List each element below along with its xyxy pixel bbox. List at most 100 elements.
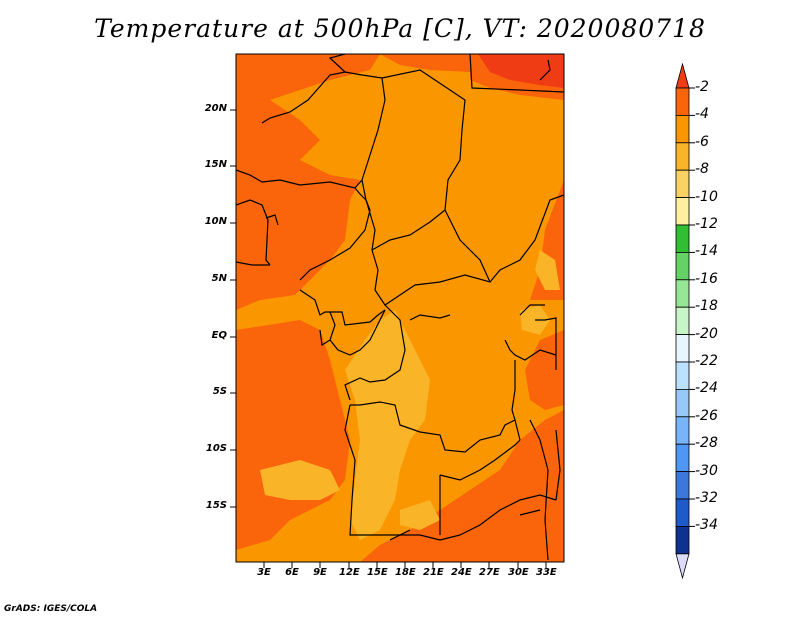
border-line [519, 509, 541, 516]
country-borders [236, 54, 564, 561]
border-line [409, 314, 451, 321]
colorbar-label: -28 [695, 435, 718, 452]
border-line [344, 404, 461, 541]
border-line [389, 529, 411, 541]
colorbar-label: -8 [695, 161, 709, 178]
border-line [299, 199, 371, 281]
hot-spot-northeast [478, 54, 564, 88]
colorbar-label: -22 [695, 353, 718, 369]
colorbar-swatch [675, 416, 690, 445]
lat-label: 15N [204, 159, 227, 170]
colorbar-swatch [675, 306, 690, 336]
lon-label: 27E [479, 567, 500, 578]
colorbar-swatch [675, 169, 690, 198]
border-line [344, 304, 406, 401]
lon-label: 15E [367, 567, 388, 578]
colorbar-swatch [675, 388, 690, 418]
colorbar-label: -4 [695, 106, 709, 123]
lon-label: 33E [536, 567, 557, 578]
border-line [519, 304, 545, 316]
border-line [236, 261, 270, 266]
colorbar-label: -10 [695, 188, 718, 205]
border-line [555, 429, 561, 501]
map-title: Temperature at 500hPa [C], VT: 202008071… [94, 14, 706, 43]
colorbar-swatch [675, 526, 690, 555]
lat-label: 20N [204, 103, 227, 114]
colorbar-label: -26 [695, 407, 718, 424]
border-line [444, 209, 491, 283]
border-line [236, 169, 363, 189]
lon-label: 30E [508, 567, 529, 578]
map-frame [235, 53, 565, 563]
temperature-field [236, 54, 564, 562]
colorbar-swatch [675, 224, 690, 253]
border-line [261, 71, 386, 201]
colorbar-label: -16 [695, 270, 718, 287]
colorbar-swatch [675, 197, 690, 226]
lon-label: 21E [423, 567, 444, 578]
border-line [529, 419, 549, 561]
colorbar-swatch [675, 87, 690, 116]
colorbar-swatch [675, 361, 690, 390]
border-line [539, 59, 551, 81]
colorbar [675, 62, 695, 580]
colorbar-swatch [675, 553, 690, 580]
colorbar-label: -24 [695, 380, 718, 397]
lat-label: EQ [211, 330, 227, 341]
colorbar-swatch [675, 471, 690, 500]
colorbar-swatch [675, 334, 690, 363]
border-line [459, 494, 557, 536]
border-line [319, 329, 331, 347]
colorbar-swatch [675, 279, 690, 308]
lon-label: 6E [285, 567, 299, 578]
warm-region-southeast [360, 410, 564, 562]
lon-label: 24E [451, 567, 472, 578]
colorbar-label: -6 [695, 133, 709, 150]
border-line [511, 360, 516, 421]
lat-label: 15S [205, 500, 227, 511]
lon-label: 12E [339, 567, 360, 578]
colorbar-swatch [675, 115, 690, 144]
colorbar-swatch [675, 62, 690, 89]
credit-text: GrADS: IGES/COLA [4, 604, 98, 614]
colorbar-swatch [675, 443, 690, 473]
border-line [328, 54, 346, 73]
lat-label: 5S [212, 386, 227, 397]
colorbar-label: -18 [695, 298, 718, 315]
lat-label: 5N [211, 273, 227, 284]
colorbar-label: -20 [695, 325, 718, 342]
border-line [439, 439, 521, 481]
border-line [469, 54, 564, 93]
lon-label: 3E [257, 567, 271, 578]
warm-region-north-band [380, 54, 470, 72]
cool-region-east [535, 250, 560, 290]
colorbar-label: -2 [695, 79, 709, 95]
border-line [329, 309, 386, 356]
lon-label: 18E [395, 567, 416, 578]
colorbar-label: -14 [695, 243, 718, 260]
lon-label: 9E [313, 567, 327, 578]
border-line [504, 339, 557, 361]
border-line [354, 187, 367, 201]
border-line [265, 214, 279, 226]
colorbar-label: -12 [695, 216, 718, 232]
longitude-ticks [263, 562, 547, 568]
border-line [365, 194, 564, 306]
border-line [371, 209, 446, 251]
cool-region-central [345, 310, 430, 540]
border-line [350, 401, 521, 453]
border-line [381, 69, 466, 211]
latitude-ticks [230, 109, 236, 508]
lat-label: 10S [205, 443, 227, 454]
colorbar-label: -30 [695, 462, 718, 479]
warm-region-east-lakes [525, 330, 564, 410]
lat-label: 10N [204, 216, 227, 227]
border-line [299, 289, 386, 326]
colorbar-label: -32 [695, 490, 718, 506]
border-line [236, 199, 271, 266]
border-line [535, 317, 557, 370]
cool-region-south [400, 500, 440, 530]
colorbar-swatch [675, 251, 690, 281]
colorbar-swatch [675, 498, 690, 527]
